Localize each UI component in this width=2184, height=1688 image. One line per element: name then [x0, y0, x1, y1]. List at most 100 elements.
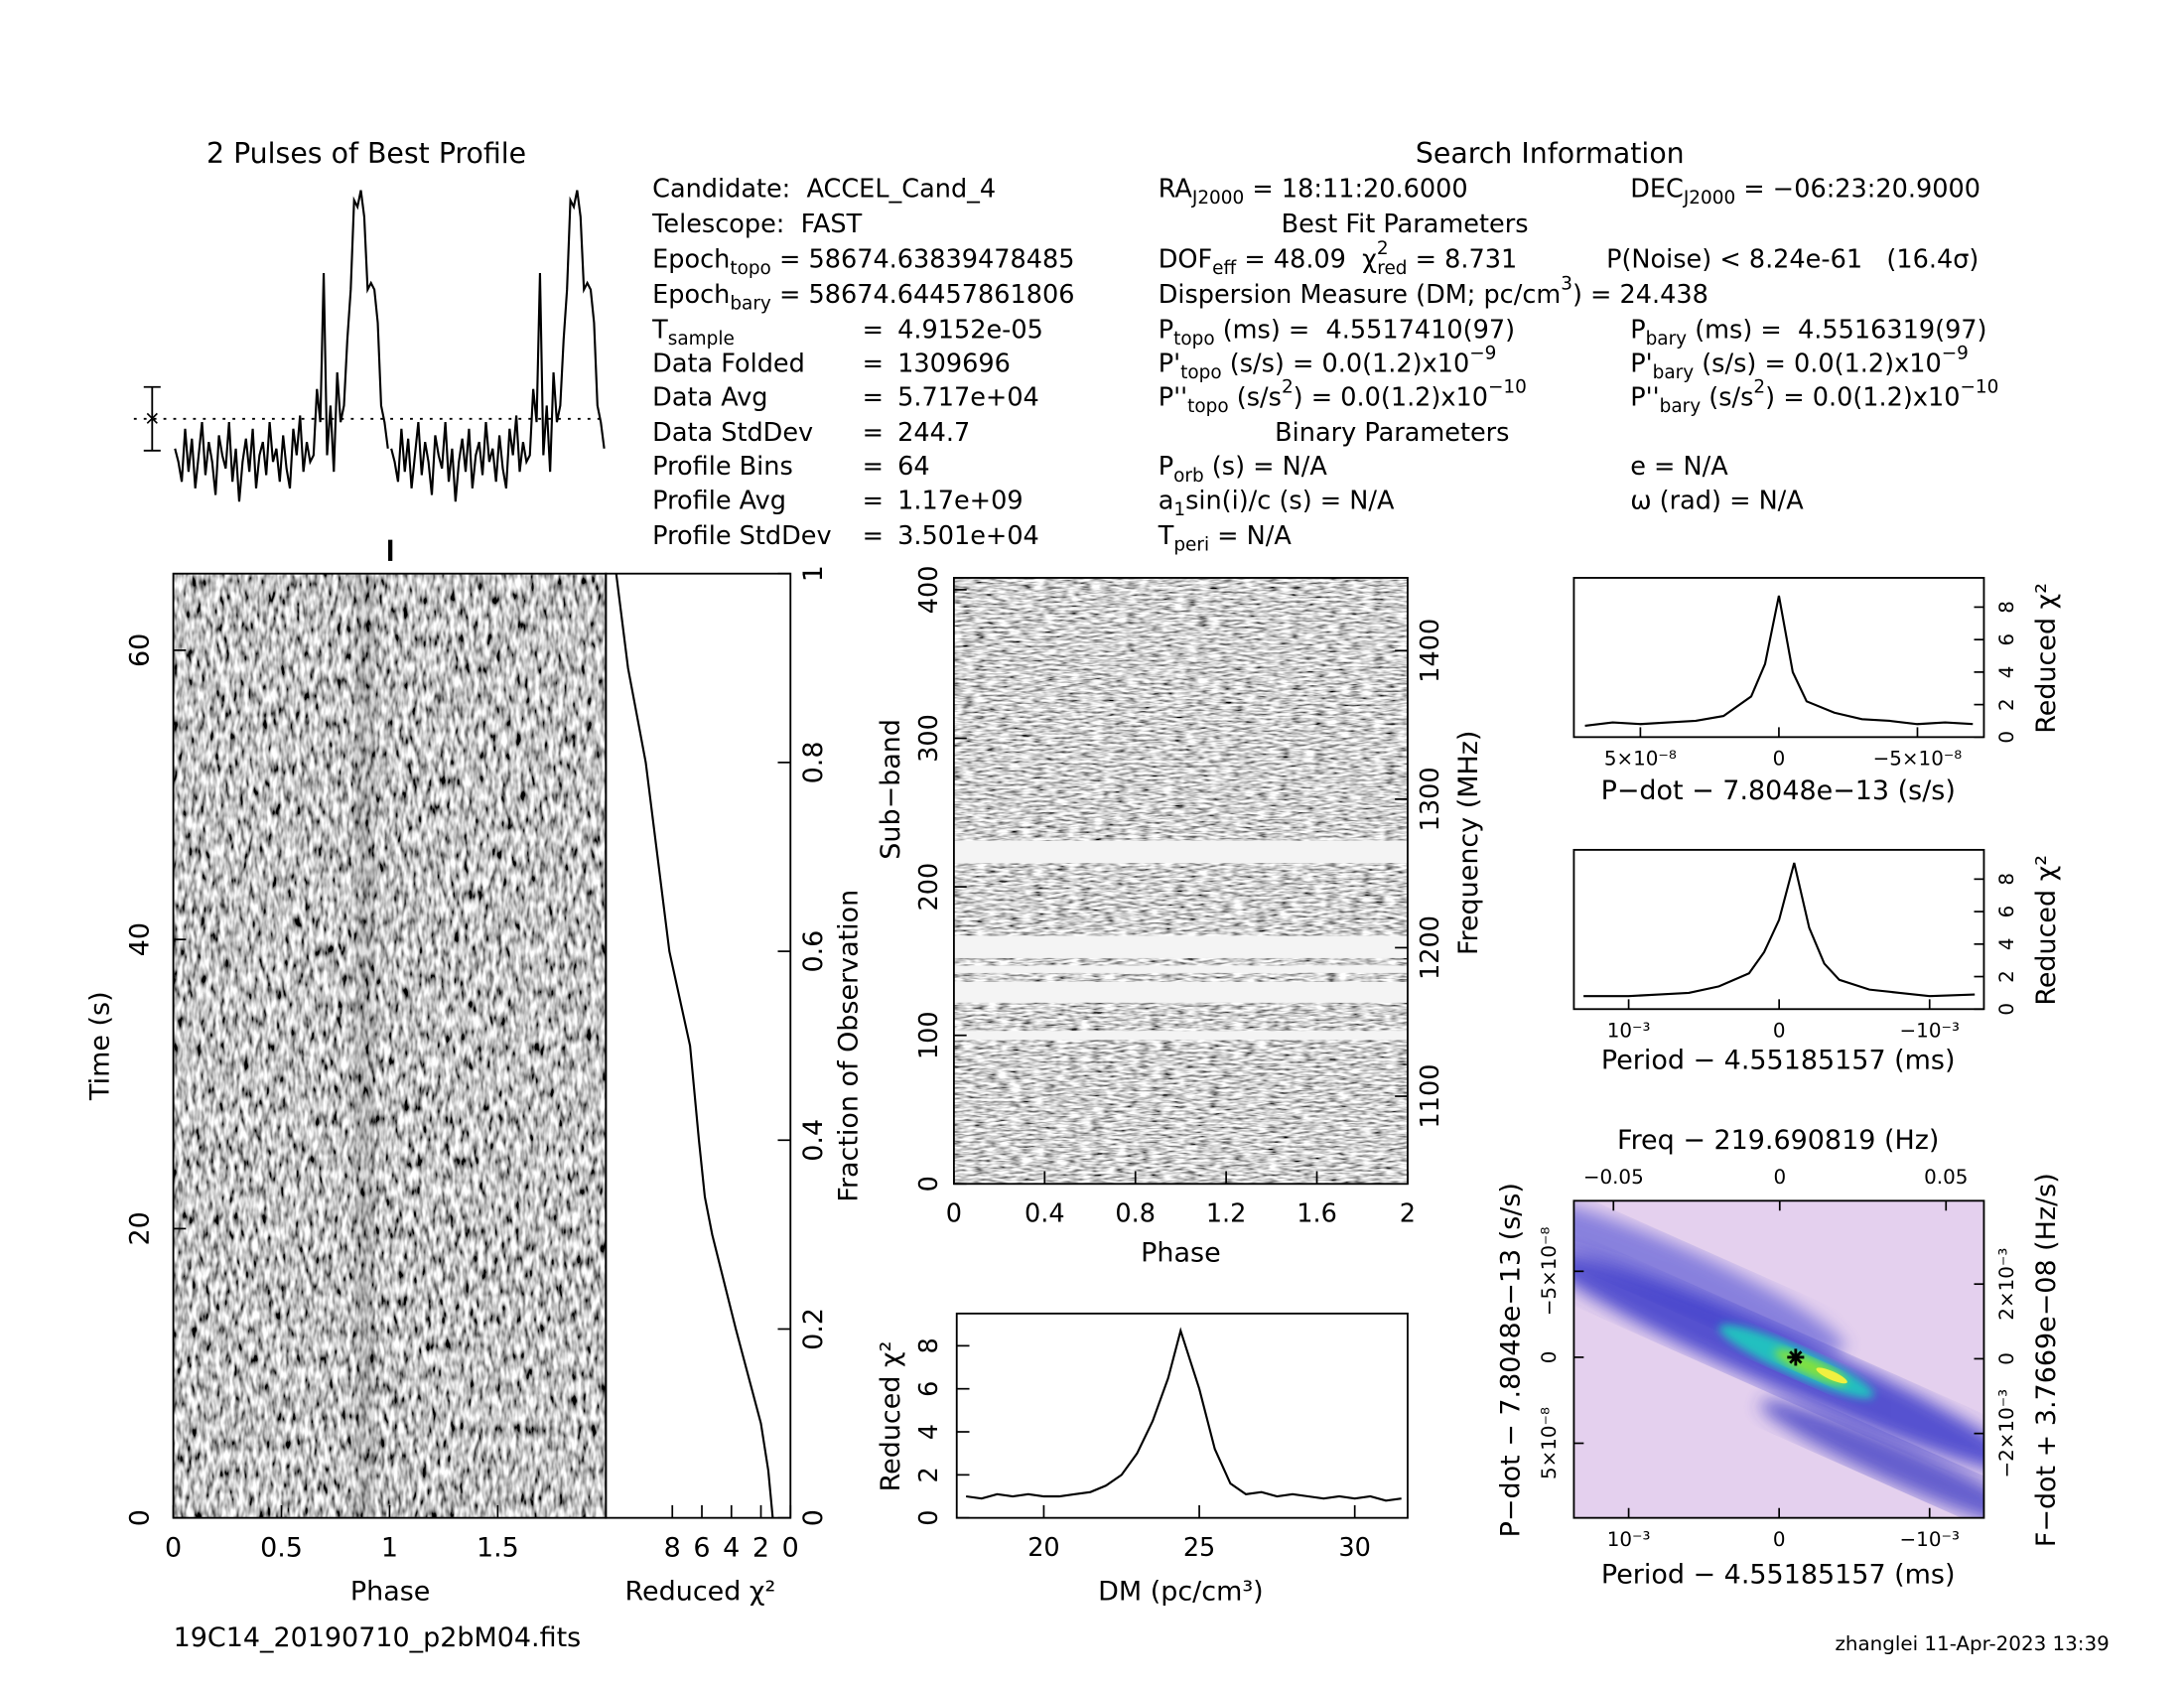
info-text: T: [651, 316, 668, 346]
info-line: RAJ2000 = 18:11:20.6000: [1159, 175, 1468, 210]
info-eq: =: [863, 486, 884, 515]
info-text: Telescope: FAST: [651, 210, 862, 239]
y-tick-label: 300: [914, 714, 944, 763]
info-text: ) = 24.438: [1572, 280, 1708, 310]
info-value: 1309696: [897, 350, 1011, 379]
info-line: Epochtopo = 58674.63839478485: [652, 245, 1074, 280]
plot-frame: [605, 572, 792, 1519]
y-tick-label: 0: [1538, 1351, 1561, 1364]
y-axis-label: Sub−band: [876, 719, 906, 860]
x-tick-label: 0.4: [1024, 1199, 1065, 1229]
profile-average-marker: ×: [144, 406, 161, 429]
info-text: ) = 0.0(1.2)x10: [1765, 383, 1960, 413]
info-eq: =: [863, 418, 884, 448]
y-tick-label: 1300: [1416, 767, 1445, 831]
info-line: P(Noise) < 8.24e-61 (16.4σ): [1606, 245, 1979, 275]
x-axis-label: Period − 4.55185157 (ms): [1601, 1559, 1956, 1590]
plot-frame: [1572, 848, 1985, 1011]
x-tick-label: 30: [1338, 1533, 1370, 1563]
curve: [614, 573, 774, 1518]
info-line: Telescope: FAST: [651, 210, 862, 239]
y-tick-label: 2: [914, 1467, 944, 1482]
info-line: P''topo (s/s2) = 0.0(1.2)x10−10: [1159, 376, 1527, 417]
y-tick-label: 6: [1995, 633, 2018, 646]
p-pdot-band: [1573, 1200, 1844, 1354]
info-sub: sample: [668, 329, 735, 350]
y-tick-label: 0: [914, 1510, 944, 1526]
x-tick-label: −10⁻³: [1900, 1528, 1960, 1551]
x2-axis-label: Freq − 219.690819 (Hz): [1617, 1125, 1939, 1156]
y-tick-label: 4: [914, 1424, 944, 1440]
y-tick-label: 60: [124, 633, 155, 667]
info-sup: −9: [1469, 343, 1496, 363]
best-fit-marker: [1789, 1350, 1803, 1364]
info-line: Dispersion Measure (DM; pc/cm3) = 24.438: [1159, 274, 1708, 310]
y-tick-label: 40: [124, 922, 155, 956]
info-line: ω (rad) = N/A: [1630, 486, 1804, 515]
y-axis-label: Reduced χ²: [2031, 583, 2062, 734]
y-tick-label: 0: [914, 1176, 944, 1192]
info-sub: bary: [730, 294, 771, 315]
info-text: P'': [1159, 383, 1187, 413]
info-label: Tsample: [651, 316, 735, 351]
x-tick-label: 10⁻³: [1607, 1019, 1651, 1042]
y-tick-label: 0: [798, 1509, 829, 1526]
profile-curve: [174, 190, 389, 502]
info-line: P'bary (s/s) = 0.0(1.2)x10−9: [1630, 343, 1969, 383]
info-value: 64: [897, 452, 930, 482]
info-line: P''bary (s/s2) = 0.0(1.2)x10−10: [1630, 376, 1998, 417]
info-text: Candidate: ACCEL_Cand_4: [652, 175, 996, 205]
info-text: sin(i)/c (s) = N/A: [1185, 486, 1395, 515]
x-tick-label: 4: [723, 1532, 740, 1563]
info-line: Tperi = N/A: [1158, 521, 1293, 556]
info-sub: topo: [1187, 396, 1229, 417]
y2-axis-label: Frequency (MHz): [1453, 731, 1484, 956]
info-text: Profile StdDev: [652, 521, 831, 551]
info-text: P'': [1630, 383, 1659, 413]
x-tick-label: 0: [782, 1532, 799, 1563]
info-line: Pbary (ms) = 4.5516319(97): [1630, 316, 1986, 351]
y-tick-label: −5×10⁻⁸: [1538, 1226, 1561, 1316]
y-tick-label: 20: [124, 1211, 155, 1245]
info-sup: 2: [1282, 376, 1294, 397]
x-tick-label: −5×10⁻⁸: [1873, 748, 1963, 771]
x-tick-label: 0: [946, 1199, 962, 1229]
info-label: Data Folded: [652, 350, 805, 379]
y-tick-label: 0: [124, 1509, 155, 1526]
pulse-shade: [354, 573, 375, 1518]
y-axis-label: Fraction of Observation: [833, 890, 864, 1202]
info-text: Epoch: [652, 280, 730, 310]
info-sub: peri: [1173, 534, 1209, 555]
x-tick-label: 2: [1400, 1199, 1416, 1229]
y-tick-label: 0.6: [798, 930, 829, 973]
info-text: DEC: [1630, 175, 1684, 205]
info-text: Dispersion Measure (DM; pc/cm: [1159, 280, 1562, 310]
info-sub: topo: [1180, 362, 1222, 383]
info-text: RA: [1159, 175, 1193, 205]
info-line: Porb (s) = N/A: [1159, 452, 1328, 487]
y-tick-label: 2×10⁻³: [1995, 1248, 2018, 1321]
info-text: P: [1159, 452, 1173, 482]
y-axis-label: Reduced χ²: [2031, 855, 2062, 1006]
section-title: Best Fit Parameters: [1282, 210, 1529, 239]
p-pdot-image: [1573, 1200, 1984, 1518]
info-line: DOFeff = 48.09 χ2 red = 8.731: [1159, 238, 1518, 279]
info-line: DECJ2000 = −06:23:20.9000: [1630, 175, 1980, 210]
x-axis-label: Period − 4.55185157 (ms): [1601, 1045, 1956, 1075]
x-tick-label: 0.05: [1924, 1166, 1968, 1189]
y-tick-label: 0: [1995, 1003, 2018, 1016]
info-text: ω (rad) = N/A: [1630, 486, 1804, 515]
y-tick-label: 0: [1995, 731, 2018, 744]
info-line: Epochbary = 58674.64457861806: [652, 280, 1074, 315]
p-pdot-band: [1760, 1400, 1984, 1518]
masked-band: [953, 935, 1408, 958]
curve: [1583, 862, 1976, 998]
x-axis-label: Reduced χ²: [625, 1576, 776, 1607]
info-sub: 1: [1173, 499, 1185, 520]
plot-frame: [1572, 577, 1985, 739]
info-text: (s/s: [1701, 383, 1753, 413]
info-line: Candidate: ACCEL_Cand_4: [652, 175, 996, 205]
y-tick-label: 6: [914, 1381, 944, 1397]
plot-frame: [952, 577, 1409, 1186]
x-tick-label: 1: [381, 1532, 398, 1563]
